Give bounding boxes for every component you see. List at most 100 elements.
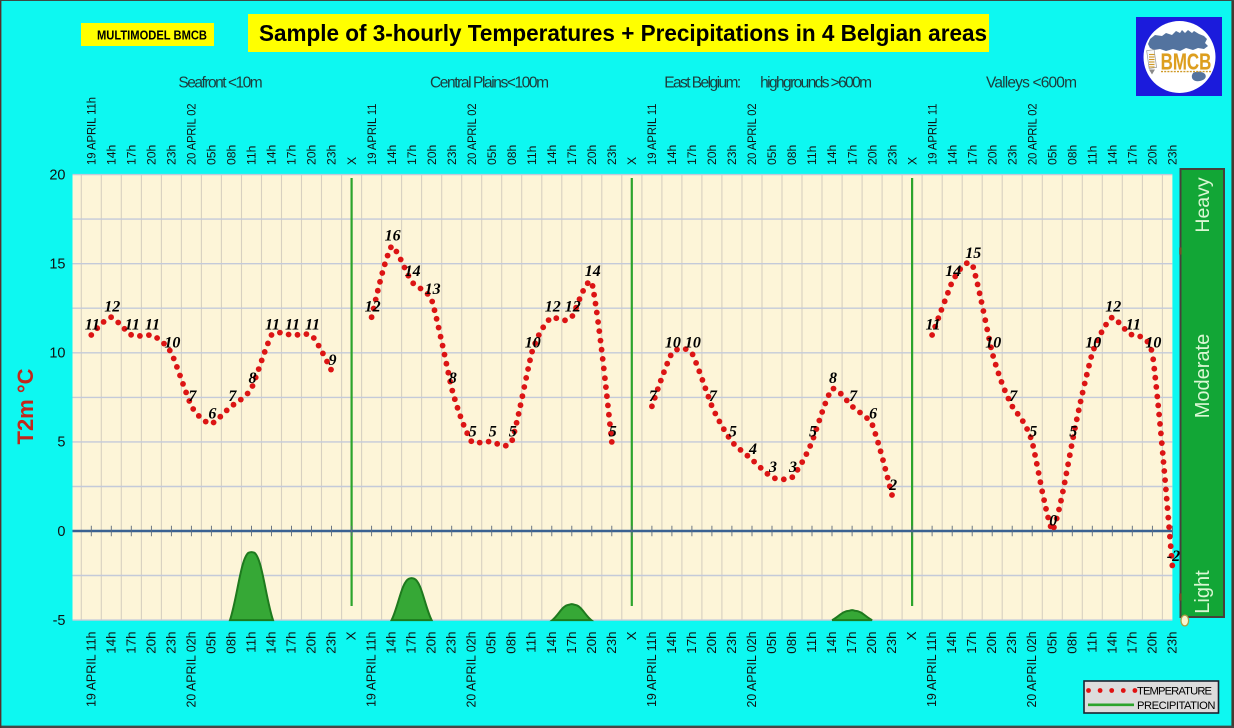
svg-text:20h: 20h: [985, 145, 999, 165]
svg-text:11: 11: [305, 317, 320, 334]
svg-text:8: 8: [829, 370, 837, 387]
svg-text:23h: 23h: [324, 632, 339, 654]
svg-text:19 APRIL 11h: 19 APRIL 11h: [364, 632, 379, 708]
svg-text:08h: 08h: [225, 145, 239, 165]
svg-text:20 APRIL 02: 20 APRIL 02: [185, 103, 199, 165]
svg-text:PRECIPITATION: PRECIPITATION: [1137, 700, 1216, 712]
svg-text:15: 15: [49, 257, 65, 273]
svg-text:20h: 20h: [864, 632, 879, 654]
svg-text:20h: 20h: [143, 632, 158, 654]
svg-text:19 APRIL 11: 19 APRIL 11: [645, 103, 659, 165]
svg-text:05h: 05h: [764, 632, 779, 654]
svg-text:17h: 17h: [1126, 145, 1140, 165]
svg-text:20h: 20h: [1144, 632, 1159, 654]
svg-text:17h: 17h: [284, 632, 299, 654]
svg-text:11h: 11h: [244, 632, 259, 653]
svg-text:Heavy: Heavy: [1192, 177, 1214, 233]
svg-text:05h: 05h: [203, 632, 218, 654]
svg-text:10: 10: [525, 334, 541, 351]
svg-text:Central Plains<100m: Central Plains<100m: [430, 75, 549, 92]
svg-text:23h: 23h: [445, 145, 459, 165]
svg-text:7: 7: [188, 388, 197, 405]
svg-text:14h: 14h: [665, 145, 679, 165]
svg-text:7: 7: [709, 388, 718, 405]
svg-text:20h: 20h: [865, 145, 879, 165]
svg-text:11h: 11h: [1084, 632, 1099, 653]
svg-text:23h: 23h: [1164, 632, 1179, 654]
svg-text:16: 16: [385, 227, 401, 244]
svg-text:08h: 08h: [505, 145, 519, 165]
svg-text:20h: 20h: [705, 145, 719, 165]
svg-text:23h: 23h: [885, 145, 899, 165]
svg-text:10: 10: [985, 334, 1001, 351]
svg-text:X: X: [625, 157, 639, 165]
svg-text:20h: 20h: [585, 145, 599, 165]
svg-text:05h: 05h: [484, 632, 499, 654]
svg-text:20 APRIL 02: 20 APRIL 02: [1025, 103, 1039, 165]
svg-text:08h: 08h: [1066, 145, 1080, 165]
svg-text:7: 7: [1009, 388, 1018, 405]
svg-text:17h: 17h: [845, 145, 859, 165]
svg-text:2: 2: [888, 477, 897, 494]
svg-text:9: 9: [329, 352, 337, 369]
svg-text:17h: 17h: [285, 145, 299, 165]
svg-text:17h: 17h: [844, 632, 859, 654]
svg-text:5: 5: [609, 423, 617, 440]
svg-text:Moderate: Moderate: [1192, 334, 1214, 419]
svg-text:T2m °C: T2m °C: [13, 368, 38, 444]
svg-text:08h: 08h: [223, 632, 238, 654]
svg-text:12: 12: [104, 299, 120, 316]
svg-text:20 APRIL 02h: 20 APRIL 02h: [464, 632, 479, 708]
svg-text:11: 11: [1126, 317, 1141, 334]
svg-text:5: 5: [469, 423, 477, 440]
svg-text:20h: 20h: [704, 632, 719, 654]
svg-text:17h: 17h: [564, 632, 579, 654]
svg-text:23h: 23h: [605, 145, 619, 165]
svg-text:20 APRIL 02h: 20 APRIL 02h: [1024, 632, 1039, 708]
svg-text:20h: 20h: [1146, 145, 1160, 165]
svg-text:20: 20: [49, 167, 65, 183]
svg-text:Valleys <600m: Valleys <600m: [986, 75, 1077, 92]
svg-text:14h: 14h: [384, 632, 399, 654]
svg-text:20 APRIL 02h: 20 APRIL 02h: [183, 632, 198, 708]
svg-text:05h: 05h: [765, 145, 779, 165]
svg-text:14h: 14h: [824, 632, 839, 654]
svg-text:5: 5: [509, 423, 517, 440]
svg-text:20h: 20h: [425, 145, 439, 165]
svg-text:X: X: [905, 157, 919, 165]
svg-text:08h: 08h: [785, 145, 799, 165]
svg-text:7: 7: [228, 388, 237, 405]
svg-text:23h: 23h: [444, 632, 459, 654]
svg-text:23h: 23h: [1004, 632, 1019, 654]
svg-text:4: 4: [748, 441, 757, 458]
svg-text:17h: 17h: [685, 145, 699, 165]
svg-text:X: X: [904, 631, 919, 640]
svg-text:14h: 14h: [385, 145, 399, 165]
svg-text:20h: 20h: [984, 632, 999, 654]
svg-text:Seafront <10m: Seafront <10m: [178, 75, 262, 92]
svg-text:11: 11: [145, 317, 160, 334]
svg-text:5: 5: [489, 423, 497, 440]
svg-text:05h: 05h: [1046, 145, 1060, 165]
svg-text:10: 10: [665, 334, 681, 351]
svg-text:13: 13: [425, 281, 441, 298]
svg-text:12: 12: [1105, 299, 1121, 316]
svg-text:East Belgium:: East Belgium:: [664, 75, 741, 92]
svg-text:11h: 11h: [524, 632, 539, 653]
svg-text:8: 8: [449, 370, 457, 387]
svg-text:10: 10: [1145, 334, 1161, 351]
svg-text:17h: 17h: [964, 632, 979, 654]
svg-text:20h: 20h: [304, 632, 319, 654]
svg-text:6: 6: [869, 406, 877, 423]
svg-text:14h: 14h: [544, 632, 559, 654]
svg-text:17h: 17h: [1124, 632, 1139, 654]
svg-text:11: 11: [926, 317, 941, 334]
svg-text:-5: -5: [53, 613, 66, 629]
svg-text:17h: 17h: [565, 145, 579, 165]
svg-text:19 APRIL 11h: 19 APRIL 11h: [644, 632, 659, 708]
svg-text:X: X: [345, 157, 359, 165]
svg-text:20h: 20h: [145, 145, 159, 165]
svg-text:11h: 11h: [245, 146, 259, 165]
svg-text:05h: 05h: [1044, 632, 1059, 654]
svg-text:5: 5: [809, 423, 817, 440]
